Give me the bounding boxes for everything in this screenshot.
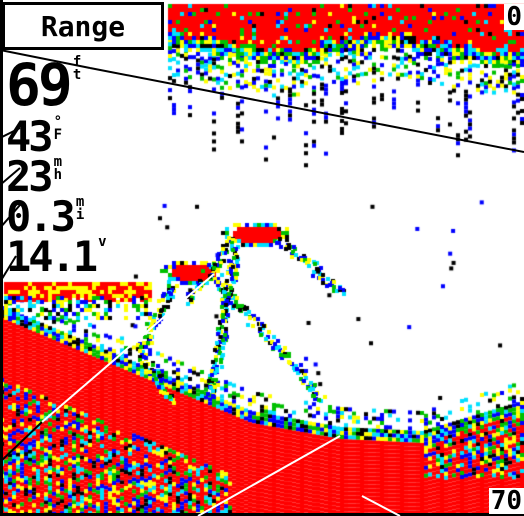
depth-unit: f t — [72, 55, 82, 84]
depth-unit-line-2: t — [72, 67, 82, 84]
depth-scale-bottom-label: 70 — [488, 486, 524, 516]
frame-left-edge — [0, 0, 3, 516]
water-temperature-unit: ° F — [53, 114, 63, 144]
temperature-unit-line-2: F — [53, 127, 63, 144]
speed-unit: m h — [53, 154, 63, 184]
range-button[interactable]: Range — [2, 2, 164, 50]
depth-value: 69 — [6, 51, 73, 119]
voltage-unit: v — [98, 234, 107, 250]
speed-unit-line-2: h — [53, 167, 63, 184]
depth-readout: 69 f t — [6, 51, 82, 119]
speed-unit-line-1: m — [53, 154, 63, 170]
distance-unit: m i — [75, 194, 85, 224]
distance-unit-line-2: i — [75, 207, 85, 224]
temperature-unit-line-1: ° — [53, 114, 63, 130]
depth-scale-top-label: 0 — [504, 2, 524, 32]
voltage-unit-line-1: v — [98, 234, 107, 250]
voltage-value: 14.1 — [6, 232, 98, 281]
voltage-readout: 14.1 v — [6, 232, 107, 281]
distance-unit-line-1: m — [75, 194, 85, 210]
